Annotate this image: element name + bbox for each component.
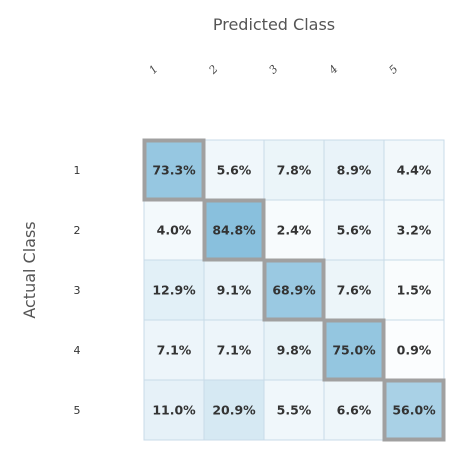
matrix-cell bbox=[263, 319, 325, 381]
column-tick-label: 2 bbox=[206, 62, 221, 77]
column-tick-label: 3 bbox=[266, 62, 280, 76]
cell-value-label: 75.0% bbox=[332, 343, 376, 358]
cell-value-label: 7.6% bbox=[337, 283, 372, 298]
cell-value-label: 3.2% bbox=[397, 223, 432, 238]
matrix-cell bbox=[203, 379, 265, 441]
cell-value-labels: 73.3% 5.6% 7.8% 8.9% 4.4% 4.0% 84.8% 2.4% 5.6% 3.… bbox=[152, 163, 436, 418]
diagonal-highlight-border bbox=[262, 258, 326, 322]
cell-value-label: 7.1% bbox=[217, 343, 252, 358]
cell-value-label: 20.9% bbox=[212, 403, 256, 418]
cell-value-label: 9.8% bbox=[277, 343, 312, 358]
cell-value-label: 56.0% bbox=[392, 403, 436, 418]
cell-value-label: 2.4% bbox=[277, 223, 312, 238]
matrix-cell bbox=[263, 139, 325, 201]
column-tick-label: 5 bbox=[386, 62, 400, 76]
row-tick-label: 1 bbox=[74, 164, 81, 177]
column-tick-labels: 1 2 3 4 5 bbox=[146, 62, 400, 77]
column-tick-label: 1 bbox=[146, 62, 160, 76]
row-tick-label: 3 bbox=[74, 284, 81, 297]
matrix-cells bbox=[143, 139, 445, 441]
matrix-cell bbox=[323, 259, 385, 321]
diagonal-highlight-border bbox=[142, 138, 206, 202]
cell-value-label: 5.6% bbox=[217, 163, 252, 178]
cell-value-label: 7.8% bbox=[277, 163, 312, 178]
cell-value-label: 0.9% bbox=[397, 343, 432, 358]
cell-value-label: 1.5% bbox=[397, 283, 432, 298]
row-tick-labels: 1 2 3 4 5 bbox=[74, 164, 81, 417]
cell-value-label: 84.8% bbox=[212, 223, 256, 238]
matrix-cell bbox=[263, 379, 325, 441]
matrix-cell bbox=[143, 199, 205, 261]
cell-value-label: 6.6% bbox=[337, 403, 372, 418]
cell-value-label: 5.5% bbox=[277, 403, 312, 418]
y-axis-title: Actual Class bbox=[20, 221, 39, 318]
cell-value-label: 7.1% bbox=[157, 343, 192, 358]
cell-value-label: 11.0% bbox=[152, 403, 196, 418]
matrix-cell bbox=[143, 139, 205, 201]
column-tick-label: 4 bbox=[326, 62, 341, 77]
cell-value-label: 12.9% bbox=[152, 283, 196, 298]
matrix-cell bbox=[143, 379, 205, 441]
row-tick-label: 5 bbox=[74, 404, 81, 417]
row-tick-label: 2 bbox=[74, 224, 81, 237]
matrix-cell bbox=[203, 259, 265, 321]
row-tick-label: 4 bbox=[74, 344, 81, 357]
x-axis-title: Predicted Class bbox=[213, 15, 335, 34]
diagonal-highlights bbox=[142, 138, 446, 442]
cell-value-label: 73.3% bbox=[152, 163, 196, 178]
matrix-cell bbox=[203, 139, 265, 201]
diagonal-highlight-border bbox=[202, 198, 266, 262]
diagonal-highlight-border bbox=[322, 318, 386, 382]
matrix-cell bbox=[323, 319, 385, 381]
cell-value-label: 8.9% bbox=[337, 163, 372, 178]
matrix-cell bbox=[203, 319, 265, 381]
matrix-cell bbox=[143, 319, 205, 381]
matrix-cell bbox=[383, 199, 445, 261]
cell-value-label: 5.6% bbox=[337, 223, 372, 238]
matrix-cell bbox=[383, 379, 445, 441]
cell-value-label: 4.0% bbox=[157, 223, 192, 238]
cell-value-label: 9.1% bbox=[217, 283, 252, 298]
cell-value-label: 4.4% bbox=[397, 163, 432, 178]
matrix-cell bbox=[383, 319, 445, 381]
diagonal-highlight-border bbox=[382, 378, 446, 442]
cell-value-label: 68.9% bbox=[272, 283, 316, 298]
